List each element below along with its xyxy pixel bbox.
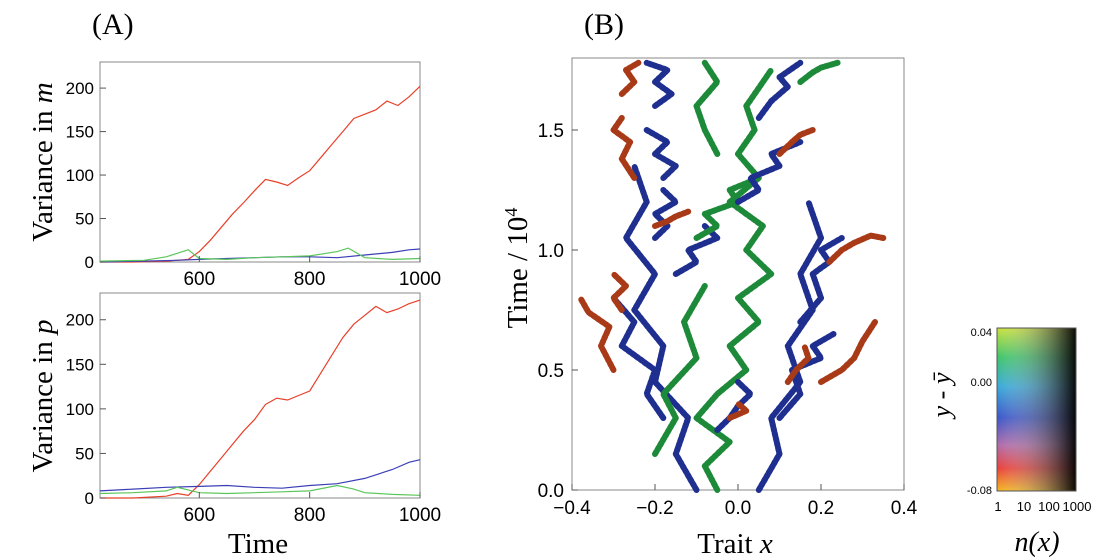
- lineage-navy: [643, 127, 679, 181]
- y-tick-label: 0.0: [538, 481, 564, 502]
- series-layer: [99, 299, 421, 499]
- x-tick-labels: −0.4 −0.2 0.0 0.2 0.4: [553, 484, 918, 519]
- lineage-green_dark: [693, 175, 762, 241]
- x-tick-label: 800: [294, 505, 326, 526]
- y-axis-label-text: Time / 10: [502, 217, 534, 329]
- x-tick-label: 600: [183, 505, 215, 526]
- y-tick-label: 1.5: [538, 121, 564, 142]
- series-line-red: [100, 299, 421, 499]
- y-tick-label: 0: [85, 253, 94, 272]
- lineage-dark_red: [826, 232, 887, 265]
- y-tick-label: 1.0: [538, 241, 564, 262]
- lineage-dark_red: [776, 127, 816, 157]
- lineage-dark_red: [818, 319, 878, 385]
- x-tick-label: 0.0: [725, 498, 751, 519]
- lineage-navy: [643, 59, 675, 109]
- y-axis-label-var: p: [27, 320, 59, 337]
- x-tick-labels: 600 800 1000: [183, 492, 441, 526]
- x-tick-labels: 600 800 1000: [183, 256, 441, 290]
- lineage-dark_red: [784, 343, 812, 385]
- colorbar-ytick-mid: 0.00: [971, 377, 992, 389]
- lineage-navy: [610, 295, 667, 421]
- lineage-navy: [652, 187, 679, 241]
- x-tick-label: 0.2: [808, 498, 834, 519]
- x-tick-label: −0.4: [553, 498, 591, 519]
- x-tick-label: 1000: [399, 269, 441, 290]
- x-tick-label: 0.4: [891, 498, 918, 519]
- lineage-green_dark: [693, 67, 775, 493]
- lineage-layer: [577, 59, 887, 493]
- series-line-red: [100, 85, 421, 263]
- colorbar: 0.04 0.00 -0.08 1 10 100 1000 y - ȳ n(x): [927, 327, 1091, 558]
- chart-trait-time: −0.4 −0.2 0.0 0.2 0.4 0.0 0.5 1.0 1.5 Time / 10…: [501, 57, 918, 560]
- x-axis-label: Time: [228, 528, 288, 560]
- y-tick-label: 50: [75, 444, 94, 463]
- x-axis-label: Trait x: [697, 528, 773, 560]
- y-tick-label: 0.5: [538, 361, 564, 382]
- lineage-dark_red: [652, 208, 692, 229]
- colorbar-ylabel: y - ȳ: [927, 372, 956, 420]
- colorbar-xlabel: n(x): [1014, 527, 1059, 558]
- lineage-navy: [735, 139, 804, 205]
- x-tick-label: −0.2: [636, 498, 674, 519]
- series-line-green: [99, 484, 421, 496]
- y-tick-labels: 0 50 100 150 200: [66, 79, 106, 272]
- y-axis-label: Variance in p: [27, 320, 59, 473]
- chart-variance-p: 600 800 1000 0 50 100 150 200 Variance in p Ti…: [27, 292, 441, 560]
- y-tick-label: 50: [75, 210, 94, 229]
- y-axis-label-var: m: [27, 82, 59, 103]
- y-tick-labels: 0 50 100 150 200: [66, 311, 106, 508]
- lineage-navy: [623, 163, 700, 493]
- y-axis-label-text: Variance in: [27, 334, 59, 473]
- y-tick-label: 200: [66, 79, 94, 98]
- series-line-green: [99, 247, 421, 262]
- colorbar-ytick-bot: -0.08: [967, 485, 992, 497]
- lineage-dark_red: [577, 295, 617, 373]
- plot-frame: [99, 61, 421, 263]
- lineage-dark_red: [726, 400, 750, 421]
- lineage-green_dark: [652, 283, 708, 457]
- x-tick-label: 800: [294, 269, 326, 290]
- colorbar-frame: [996, 327, 1077, 492]
- panel-label-a: (A): [92, 8, 134, 41]
- lineage-dark_red: [618, 59, 642, 97]
- colorbar-xtick-100: 100: [1038, 499, 1060, 514]
- y-tick-label: 100: [66, 166, 94, 185]
- y-tick-label: 200: [66, 311, 94, 330]
- y-axis-label: Variance in m: [27, 82, 59, 241]
- y-axis-label-text: Variance in: [27, 103, 59, 242]
- x-tick-label: 1000: [399, 505, 441, 526]
- colorbar-xtick-1000: 1000: [1063, 499, 1092, 514]
- lineage-navy: [797, 235, 845, 325]
- lineage-navy: [755, 59, 804, 121]
- colorbar-shade: [997, 328, 1076, 491]
- plot-frame: [99, 292, 421, 499]
- lineage-dark_red: [610, 271, 629, 313]
- series-layer: [99, 85, 421, 263]
- colorbar-xtick-10: 10: [1017, 499, 1031, 514]
- y-tick-label: 0: [85, 489, 94, 508]
- y-tick-label: 100: [66, 400, 94, 419]
- x-axis-label-var: x: [759, 528, 773, 560]
- lineage-green_dark: [797, 59, 841, 85]
- lineage-dark_red: [610, 115, 638, 181]
- x-axis-label-text: Trait: [697, 528, 760, 560]
- y-axis-label-sup: 4: [501, 208, 521, 217]
- lineage-green_dark: [693, 59, 721, 157]
- x-tick-label: 600: [183, 269, 215, 290]
- lineage-navy: [672, 223, 721, 277]
- colorbar-ytick-top: 0.04: [971, 327, 992, 339]
- chart-variance-m: 600 800 1000 0 50 100 150 200 Variance in m: [27, 61, 441, 290]
- y-tick-label: 150: [66, 355, 94, 374]
- series-line-blue: [99, 459, 421, 492]
- lineage-navy: [755, 199, 824, 493]
- colorbar-xtick-1: 1: [994, 499, 1001, 514]
- y-tick-labels: 0.0 0.5 1.0 1.5: [538, 121, 578, 502]
- y-axis-label: Time / 104: [501, 208, 534, 329]
- panel-label-b: (B): [584, 8, 624, 41]
- y-tick-label: 150: [66, 123, 94, 142]
